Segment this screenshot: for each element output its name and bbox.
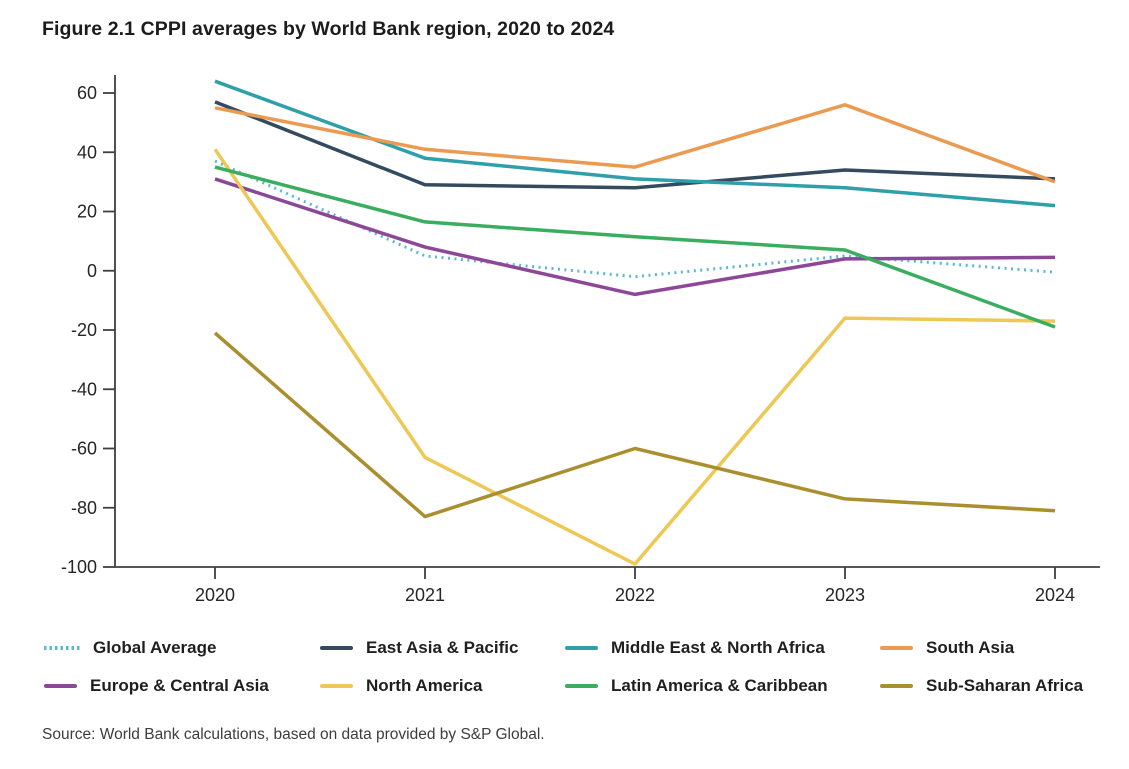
x-tick-label: 2021	[405, 585, 445, 605]
legend-swatch-global-average	[44, 646, 80, 650]
y-tick-label: -80	[71, 498, 97, 518]
legend-item-europe-central-asia: Europe & Central Asia	[44, 675, 269, 697]
legend-swatch-south-asia	[880, 646, 913, 650]
legend-item-south-asia: South Asia	[880, 637, 1014, 659]
y-tick-label: -20	[71, 320, 97, 340]
legend-label: East Asia & Pacific	[366, 638, 519, 657]
legend-label: Latin America & Caribbean	[611, 676, 828, 695]
legend-swatch-middle-east-north-africa	[565, 646, 598, 650]
legend-swatch-latin-america-caribbean	[565, 684, 598, 688]
legend-swatch-east-asia-pacific	[320, 646, 353, 650]
series-line-east-asia-pacific	[214, 100, 1056, 190]
figure-title: Figure 2.1 CPPI averages by World Bank r…	[42, 18, 615, 40]
x-tick-label: 2024	[1035, 585, 1075, 605]
legend-item-sub-saharan-africa: Sub-Saharan Africa	[880, 675, 1083, 697]
series-line-south-asia	[214, 103, 1056, 184]
legend-swatch-europe-central-asia	[44, 684, 77, 688]
legend-swatch-north-america	[320, 684, 353, 688]
legend-swatch-sub-saharan-africa	[880, 684, 913, 688]
y-tick-label: -40	[71, 379, 97, 399]
y-tick-label: 0	[87, 261, 97, 281]
legend-item-east-asia-pacific: East Asia & Pacific	[320, 637, 518, 659]
source-note: Source: World Bank calculations, based o…	[42, 726, 545, 743]
series-line-sub-saharan-africa	[213, 331, 1056, 519]
legend-item-global-average: Global Average	[44, 637, 216, 659]
y-tick-label: 60	[77, 83, 97, 103]
legend-item-north-america: North America	[320, 675, 483, 697]
y-tick-label: -100	[61, 557, 97, 577]
y-tick-label: -60	[71, 439, 97, 459]
legend-label: North America	[366, 676, 483, 695]
series-line-middle-east-north-africa	[214, 79, 1056, 208]
legend-label: South Asia	[926, 638, 1015, 657]
x-tick-label: 2023	[825, 585, 865, 605]
series-line-north-america	[213, 148, 1056, 566]
legend-label: Europe & Central Asia	[90, 676, 269, 695]
y-tick-label: 40	[77, 142, 97, 162]
y-tick-label: 20	[77, 202, 97, 222]
x-tick-label: 2022	[615, 585, 655, 605]
legend-label: Sub-Saharan Africa	[926, 676, 1084, 695]
series-line-latin-america-caribbean	[214, 165, 1056, 329]
x-tick-label: 2020	[195, 585, 235, 605]
series-line-europe-central-asia	[214, 177, 1056, 297]
legend-label: Middle East & North Africa	[611, 638, 825, 657]
series-line-global-average	[214, 159, 1056, 279]
legend-label: Global Average	[93, 638, 217, 657]
legend-item-middle-east-north-africa: Middle East & North Africa	[565, 637, 825, 659]
legend-item-latin-america-caribbean: Latin America & Caribbean	[565, 675, 828, 697]
